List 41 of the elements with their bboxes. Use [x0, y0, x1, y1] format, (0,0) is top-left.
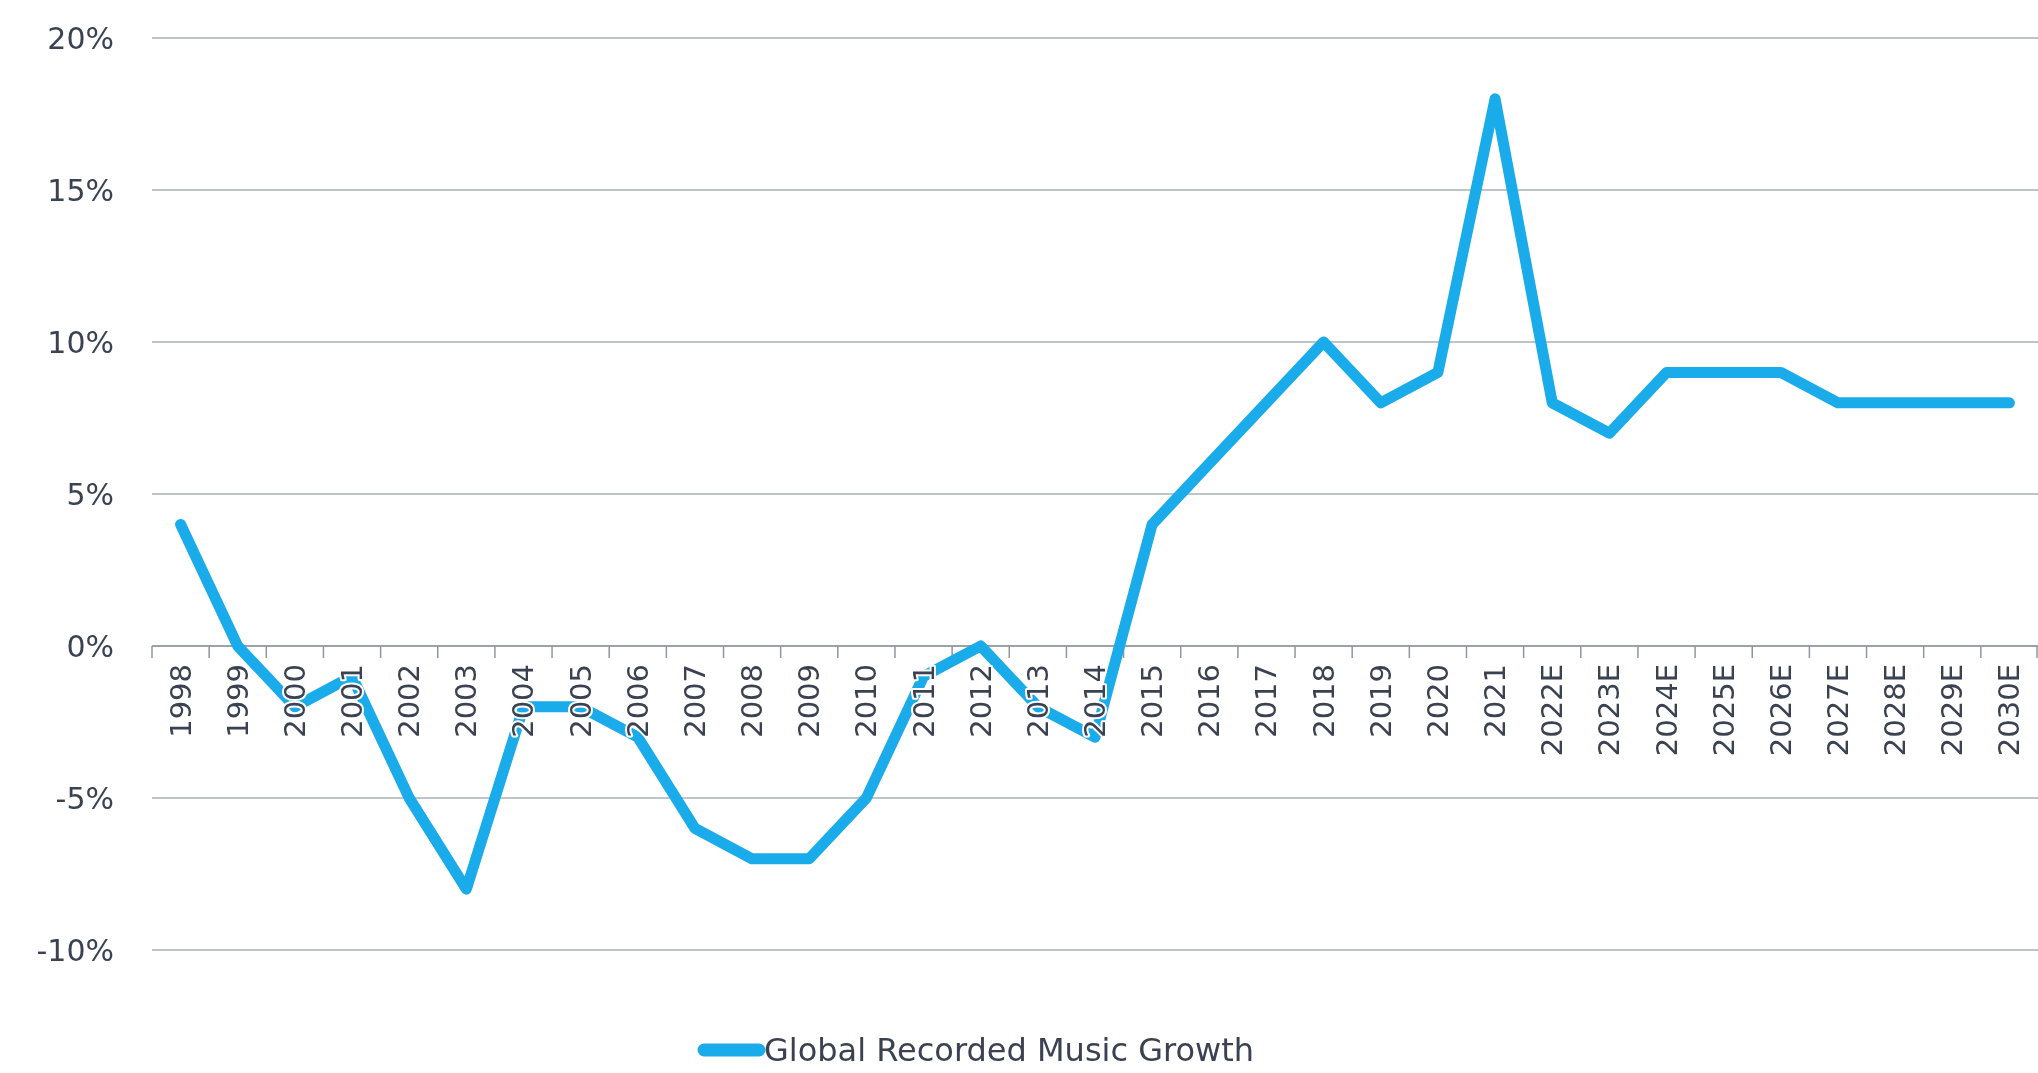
x-tick-label: 2022E	[1535, 664, 1570, 757]
y-tick-label: 0%	[66, 628, 114, 664]
x-tick-label: 2009	[792, 664, 827, 738]
x-tick-label: 2026E	[1763, 664, 1798, 757]
x-tick-label: 2015	[1135, 664, 1170, 738]
x-tick-label: 1999	[220, 664, 255, 738]
x-tick-label: 2013	[1020, 664, 1055, 738]
y-tick-label: 10%	[47, 324, 114, 360]
x-tick-label: 2018	[1306, 664, 1341, 738]
y-tick-label: 5%	[66, 476, 114, 512]
x-tick-label: 2006	[620, 664, 655, 738]
x-tick-label: 2007	[677, 664, 712, 738]
y-tick-label: -10%	[36, 932, 114, 968]
x-tick-label: 2014	[1078, 664, 1112, 738]
x-tick-label: 2017	[1249, 664, 1284, 738]
x-tick-label: 2030E	[1992, 664, 2027, 757]
x-tick-label: 2019	[1363, 664, 1398, 738]
x-tick-label: 2021	[1478, 664, 1513, 738]
x-tick-label: 2016	[1192, 664, 1227, 738]
x-tick-label: 2010	[849, 664, 884, 738]
x-tick-label: 2003	[449, 664, 484, 738]
x-tick-label: 2000	[277, 664, 312, 738]
x-tick-label: 1998	[163, 664, 198, 738]
x-tick-label: 2008	[735, 664, 770, 738]
y-tick-label: 20%	[47, 20, 114, 56]
y-tick-label: 15%	[47, 172, 114, 208]
x-tick-label: 2011	[906, 664, 941, 738]
x-tick-label: 2005	[563, 664, 598, 738]
x-tick-label: 2023E	[1592, 664, 1627, 757]
x-tick-label: 2028E	[1878, 664, 1913, 757]
legend-label: Global Recorded Music Growth	[764, 1031, 1255, 1070]
x-tick-label: 2029E	[1935, 664, 1970, 757]
x-tick-label: 2027E	[1820, 664, 1855, 757]
y-tick-label: -5%	[55, 780, 114, 816]
x-tick-label: 2012	[963, 664, 998, 738]
x-tick-label: 2004	[506, 664, 541, 738]
x-tick-label: 2001	[335, 664, 370, 738]
x-tick-label: 2020	[1420, 664, 1455, 738]
x-tick-label: 2024E	[1649, 664, 1684, 757]
x-tick-label: 2002	[392, 664, 427, 738]
x-tick-label: 2025E	[1706, 664, 1741, 757]
